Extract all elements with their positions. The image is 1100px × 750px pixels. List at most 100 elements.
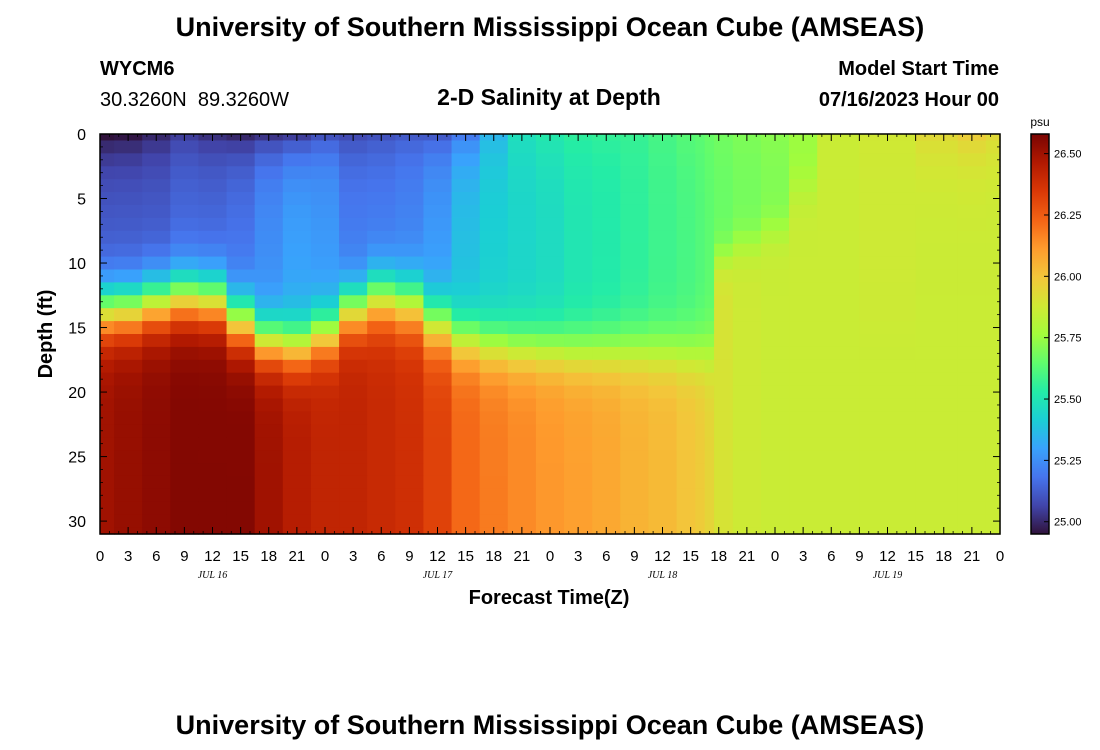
- heatmap-cell: [817, 501, 860, 516]
- heatmap-cell: [859, 424, 917, 438]
- heatmap-cell: [507, 424, 537, 438]
- heatmap-cell: [142, 321, 171, 335]
- heatmap-cell: [507, 204, 537, 219]
- heatmap-cell: [789, 501, 818, 516]
- heatmap-cell: [817, 153, 860, 167]
- heatmap-cell: [282, 437, 312, 451]
- heatmap-cell: [114, 308, 143, 322]
- x-tick-label: 0: [321, 548, 329, 565]
- heatmap-cell: [142, 463, 171, 477]
- heatmap-cell: [732, 140, 762, 154]
- heatmap-cell: [620, 140, 650, 154]
- heatmap-cell: [114, 411, 143, 425]
- heatmap-cell: [395, 295, 425, 309]
- heatmap-cell: [789, 153, 818, 167]
- heatmap-cell: [648, 463, 678, 477]
- heatmap-cell: [592, 230, 621, 245]
- heatmap-cell: [423, 463, 453, 477]
- heatmap-cell: [714, 217, 734, 232]
- heatmap-cell: [695, 230, 706, 245]
- heatmap-cell: [915, 385, 959, 400]
- heatmap-cell: [395, 217, 425, 232]
- heatmap-cell: [676, 359, 696, 374]
- heatmap-cell: [714, 501, 734, 516]
- heatmap-cell: [395, 501, 425, 516]
- heatmap-cell: [704, 424, 715, 438]
- heatmap-cell: [676, 437, 696, 451]
- heatmap-cell: [114, 217, 143, 232]
- heatmap-cell: [859, 411, 917, 425]
- heatmap-cell: [732, 217, 762, 232]
- heatmap-cell: [142, 385, 171, 400]
- heatmap-cell: [957, 385, 987, 400]
- heatmap-cell: [676, 192, 696, 206]
- heatmap-cell: [620, 321, 650, 335]
- heatmap-cell: [254, 359, 284, 374]
- heatmap-cell: [282, 346, 312, 361]
- heatmap-cell: [423, 256, 453, 271]
- heatmap-cell: [732, 463, 762, 477]
- heatmap-cell: [564, 204, 593, 219]
- heatmap-cell: [507, 166, 537, 180]
- heatmap-cell: [732, 230, 762, 245]
- heatmap-cell: [367, 179, 396, 193]
- heatmap-cell: [254, 463, 284, 477]
- heatmap-cell: [142, 437, 171, 451]
- heatmap-cell: [451, 192, 481, 206]
- heatmap-cell: [198, 166, 228, 180]
- x-tick-label: 3: [124, 548, 132, 565]
- heatmap-cell: [367, 230, 396, 245]
- heatmap-cell: [957, 166, 987, 180]
- heatmap-cell: [760, 282, 790, 296]
- heatmap-cell: [170, 308, 200, 322]
- heatmap-cell: [310, 321, 340, 335]
- colorbar-unit: psu: [1030, 115, 1049, 129]
- heatmap-cell: [310, 334, 340, 348]
- heatmap-cell: [395, 192, 425, 206]
- heatmap-cell: [339, 334, 368, 348]
- heatmap-cell: [367, 424, 396, 438]
- heatmap-cell: [704, 463, 715, 477]
- heatmap-cell: [254, 488, 284, 503]
- heatmap-cell: [648, 204, 678, 219]
- heatmap-cell: [254, 475, 284, 490]
- heatmap-cell: [479, 424, 509, 438]
- heatmap-cell: [859, 437, 917, 451]
- heatmap-cell: [395, 269, 425, 283]
- heatmap-cell: [535, 217, 565, 232]
- heatmap-cell: [695, 134, 706, 142]
- colorbar-tick-label: 25.00: [1054, 517, 1082, 529]
- heatmap-cell: [620, 308, 650, 322]
- heatmap-cell: [100, 179, 115, 193]
- heatmap-cell: [451, 140, 481, 154]
- heatmap-cell: [732, 385, 762, 400]
- x-tick-label: 12: [654, 548, 671, 565]
- heatmap-cell: [339, 372, 368, 387]
- heatmap-cell: [915, 243, 959, 258]
- heatmap-cell: [142, 269, 171, 283]
- heatmap-cell: [395, 321, 425, 335]
- heatmap-cell: [479, 475, 509, 490]
- heatmap-cell: [789, 385, 818, 400]
- heatmap-cell: [339, 153, 368, 167]
- heatmap-cell: [254, 153, 284, 167]
- heatmap-cell: [817, 463, 860, 477]
- heatmap-cell: [957, 243, 987, 258]
- heatmap-cell: [789, 359, 818, 374]
- heatmap-cell: [789, 140, 818, 154]
- heatmap-cell: [254, 321, 284, 335]
- heatmap-cell: [100, 424, 115, 438]
- heatmap-cell: [676, 321, 696, 335]
- heatmap-cell: [859, 243, 917, 258]
- heatmap-cell: [620, 424, 650, 438]
- heatmap-cell: [507, 217, 537, 232]
- heatmap-cell: [310, 385, 340, 400]
- heatmap-cell: [367, 346, 396, 361]
- heatmap-cell: [170, 450, 200, 464]
- heatmap-cell: [423, 166, 453, 180]
- heatmap-cell: [535, 295, 565, 309]
- heatmap-cell: [714, 282, 734, 296]
- heatmap-cell: [714, 437, 734, 451]
- x-tick-label: 9: [855, 548, 863, 565]
- heatmap-cell: [648, 179, 678, 193]
